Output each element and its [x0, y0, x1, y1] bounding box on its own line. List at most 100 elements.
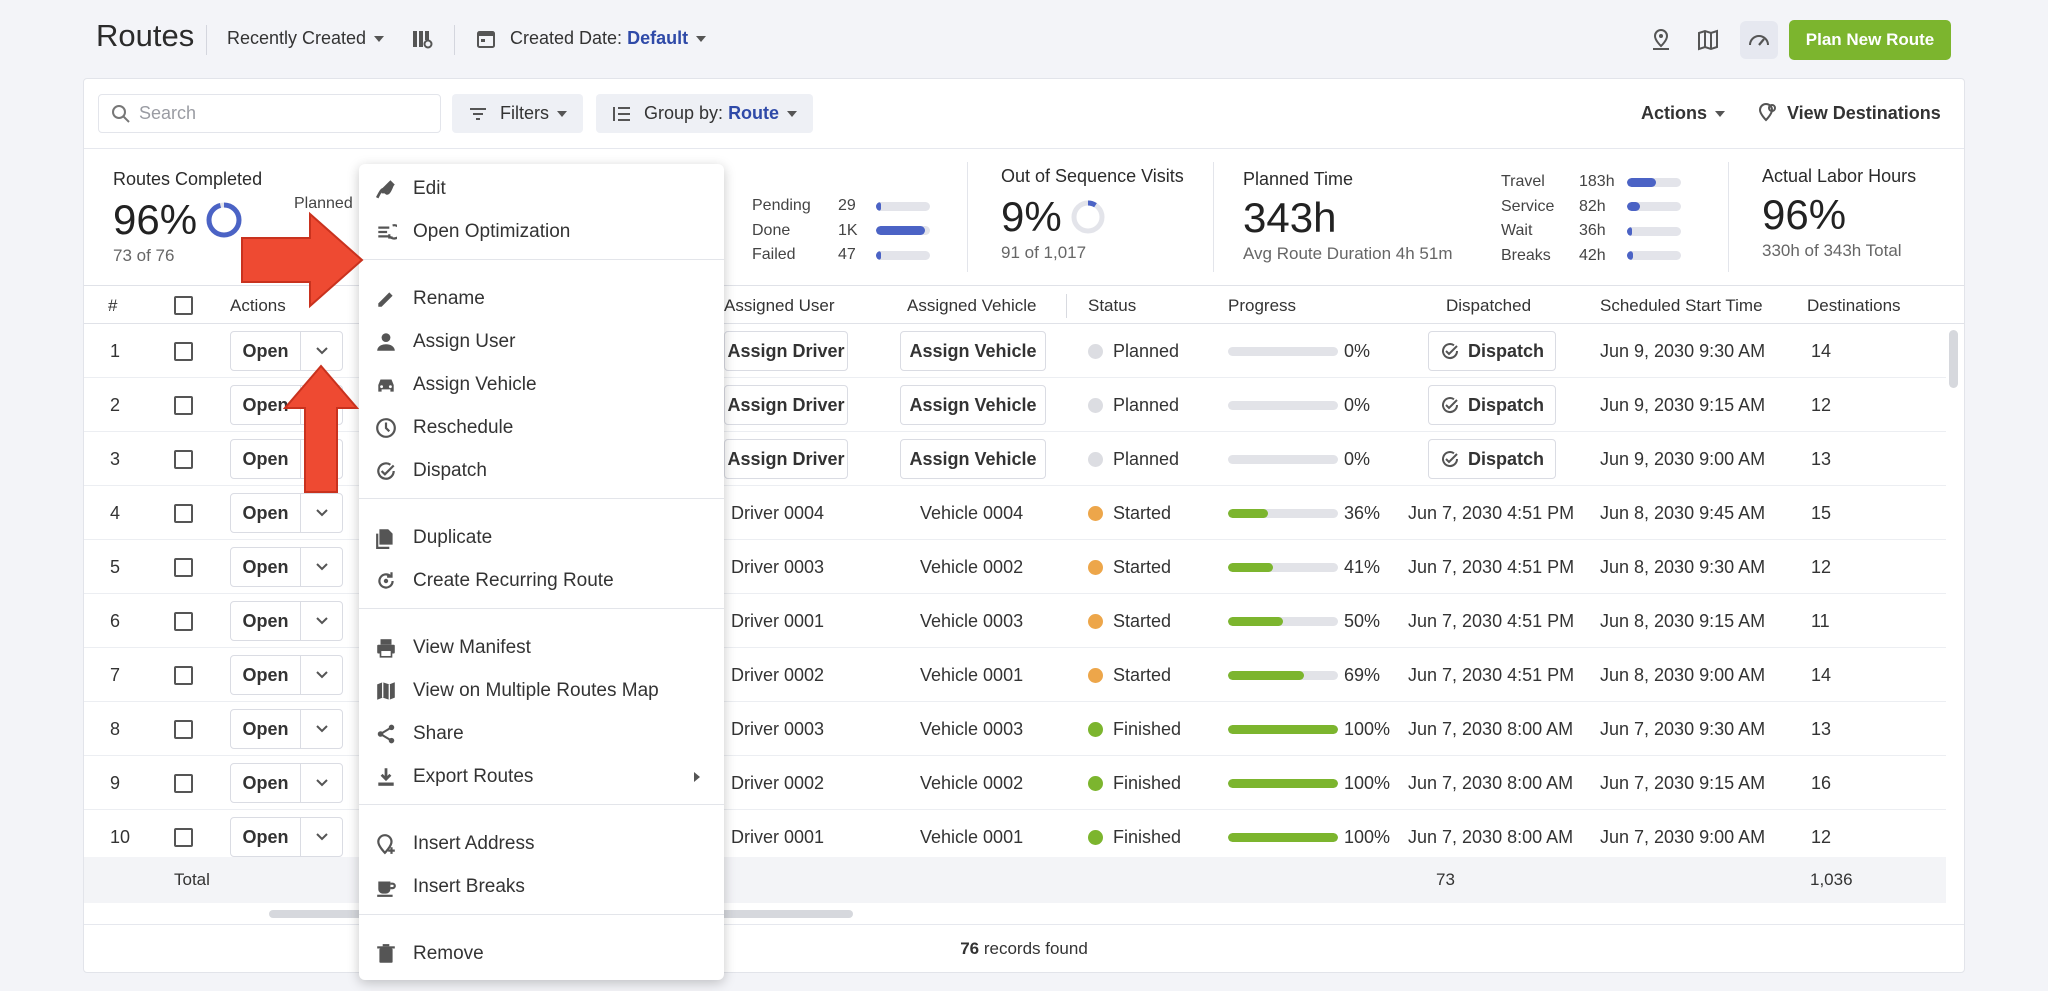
column-settings-icon[interactable] [411, 28, 433, 55]
table-row[interactable]: 7 Open Driver 0002 Vehicle 0001 Started 69% Ju… [84, 648, 1946, 702]
column-resize-handle[interactable] [1066, 294, 1067, 318]
open-button-group[interactable]: Open [230, 648, 343, 702]
row-checkbox[interactable] [174, 810, 193, 864]
assign-driver-button[interactable]: Assign Driver [724, 331, 848, 371]
open-button-group[interactable]: Open [230, 756, 343, 810]
table-row[interactable]: 9 Open Driver 0002 Vehicle 0002 Finished 100%… [84, 756, 1946, 810]
col-header-progress[interactable]: Progress [1228, 296, 1297, 315]
open-button[interactable]: Open [231, 764, 301, 802]
view-destinations-button[interactable]: View Destinations [1757, 102, 1941, 124]
open-split-button[interactable]: Open [230, 547, 343, 587]
checkbox-box[interactable] [174, 395, 193, 415]
chevron-down-icon[interactable] [301, 332, 342, 370]
open-button[interactable]: Open [231, 440, 301, 478]
row-checkbox[interactable] [174, 648, 193, 702]
table-row[interactable]: 3 Open Assign Driver Assign Vehicle Planned 0… [84, 432, 1946, 486]
col-header-dispatched[interactable]: Dispatched [1446, 296, 1532, 315]
row-checkbox[interactable] [174, 702, 193, 756]
open-button[interactable]: Open [231, 494, 301, 532]
checkbox-box[interactable] [174, 611, 193, 631]
open-split-button[interactable]: Open [230, 601, 343, 641]
open-split-button[interactable]: Open [230, 493, 343, 533]
assign-driver-button[interactable]: Assign Driver [724, 385, 848, 425]
open-split-button[interactable]: Open [230, 709, 343, 749]
open-button-group[interactable]: Open [230, 324, 343, 378]
menu-item-insert-breaks[interactable]: Insert Breaks [359, 867, 724, 907]
group-by-dropdown[interactable]: Group by: Route [596, 94, 814, 133]
location-pin-icon[interactable] [1642, 21, 1680, 59]
checkbox-box[interactable] [174, 827, 193, 847]
row-checkbox[interactable] [174, 594, 193, 648]
checkbox-box[interactable] [174, 665, 193, 685]
table-row[interactable]: 2 Open Assign Driver Assign Vehicle Planned 0… [84, 378, 1946, 432]
menu-item-export-routes[interactable]: Export Routes [359, 757, 724, 797]
open-button[interactable]: Open [231, 710, 301, 748]
open-button[interactable]: Open [231, 818, 301, 856]
checkbox-box[interactable] [174, 503, 193, 523]
table-row[interactable]: 4 Open Driver 0004 Vehicle 0004 Started 36% Ju… [84, 486, 1946, 540]
assign-vehicle-button[interactable]: Assign Vehicle [900, 439, 1046, 479]
open-button-group[interactable]: Open [230, 540, 343, 594]
dispatch-button[interactable]: Dispatch [1428, 439, 1556, 479]
open-split-button[interactable]: Open [230, 655, 343, 695]
row-checkbox[interactable] [174, 432, 193, 486]
menu-item-share[interactable]: Share [359, 714, 724, 754]
dispatch-button[interactable]: Dispatch [1428, 385, 1556, 425]
open-split-button[interactable]: Open [230, 817, 343, 857]
menu-item-assign-user[interactable]: Assign User [359, 322, 724, 362]
vertical-scrollbar[interactable] [1949, 330, 1958, 388]
menu-item-assign-vehicle[interactable]: Assign Vehicle [359, 365, 724, 405]
checkbox-box[interactable] [174, 557, 193, 577]
menu-item-rename[interactable]: Rename [359, 279, 724, 319]
checkbox-box[interactable] [174, 341, 193, 361]
table-row[interactable]: 8 Open Driver 0003 Vehicle 0003 Finished 100%… [84, 702, 1946, 756]
row-checkbox[interactable] [174, 378, 193, 432]
dispatch-button[interactable]: Dispatch [1428, 331, 1556, 371]
open-button-group[interactable]: Open [230, 810, 343, 864]
map-view-icon[interactable] [1689, 21, 1727, 59]
open-button[interactable]: Open [231, 332, 301, 370]
actions-dropdown[interactable]: Actions [1641, 103, 1726, 124]
menu-item-view-on-multiple-routes-map[interactable]: View on Multiple Routes Map [359, 671, 724, 711]
open-button[interactable]: Open [231, 656, 301, 694]
chevron-down-icon[interactable] [301, 818, 342, 856]
table-row[interactable]: 1 Open Assign Driver Assign Vehicle Planned 0… [84, 324, 1946, 378]
row-checkbox[interactable] [174, 486, 193, 540]
chevron-down-icon[interactable] [301, 656, 342, 694]
table-row[interactable]: 5 Open Driver 0003 Vehicle 0002 Started 41% Ju… [84, 540, 1946, 594]
col-header-scheduled-start[interactable]: Scheduled Start Time [1600, 296, 1763, 315]
plan-new-route-button[interactable]: Plan New Route [1789, 20, 1951, 60]
checkbox-box[interactable] [174, 773, 193, 793]
checkbox-box[interactable] [174, 449, 193, 469]
open-button-group[interactable]: Open [230, 486, 343, 540]
menu-item-remove[interactable]: Remove [359, 934, 724, 974]
assign-vehicle-button[interactable]: Assign Vehicle [900, 331, 1046, 371]
row-checkbox[interactable] [174, 324, 193, 378]
chevron-down-icon[interactable] [301, 764, 342, 802]
open-button[interactable]: Open [231, 602, 301, 640]
dashboard-gauge-icon[interactable] [1740, 21, 1778, 59]
open-button-group[interactable]: Open [230, 702, 343, 756]
search-input[interactable]: Search [98, 94, 441, 133]
menu-item-open-optimization[interactable]: Open Optimization [359, 212, 724, 252]
menu-item-create-recurring-route[interactable]: Create Recurring Route [359, 561, 724, 601]
menu-item-edit[interactable]: Edit [359, 169, 724, 209]
table-row[interactable]: 6 Open Driver 0001 Vehicle 0003 Started 50% Ju… [84, 594, 1946, 648]
filters-button[interactable]: Filters [452, 94, 583, 133]
open-button-group[interactable]: Open [230, 594, 343, 648]
row-checkbox[interactable] [174, 540, 193, 594]
col-header-status[interactable]: Status [1088, 296, 1137, 315]
row-checkbox[interactable] [174, 756, 193, 810]
chevron-down-icon[interactable] [301, 710, 342, 748]
menu-item-dispatch[interactable]: Dispatch [359, 451, 724, 491]
created-date-dropdown[interactable]: Created Date: Default [476, 28, 707, 49]
chevron-down-icon[interactable] [301, 548, 342, 586]
menu-item-reschedule[interactable]: Reschedule [359, 408, 724, 448]
col-header-assigned-vehicle[interactable]: Assigned Vehicle [907, 296, 1037, 315]
open-button[interactable]: Open [231, 548, 301, 586]
menu-item-insert-address[interactable]: Insert Address [359, 824, 724, 864]
open-split-button[interactable]: Open [230, 763, 343, 803]
menu-item-duplicate[interactable]: Duplicate [359, 518, 724, 558]
sort-dropdown[interactable]: Recently Created [227, 28, 385, 49]
menu-item-view-manifest[interactable]: View Manifest [359, 628, 724, 668]
